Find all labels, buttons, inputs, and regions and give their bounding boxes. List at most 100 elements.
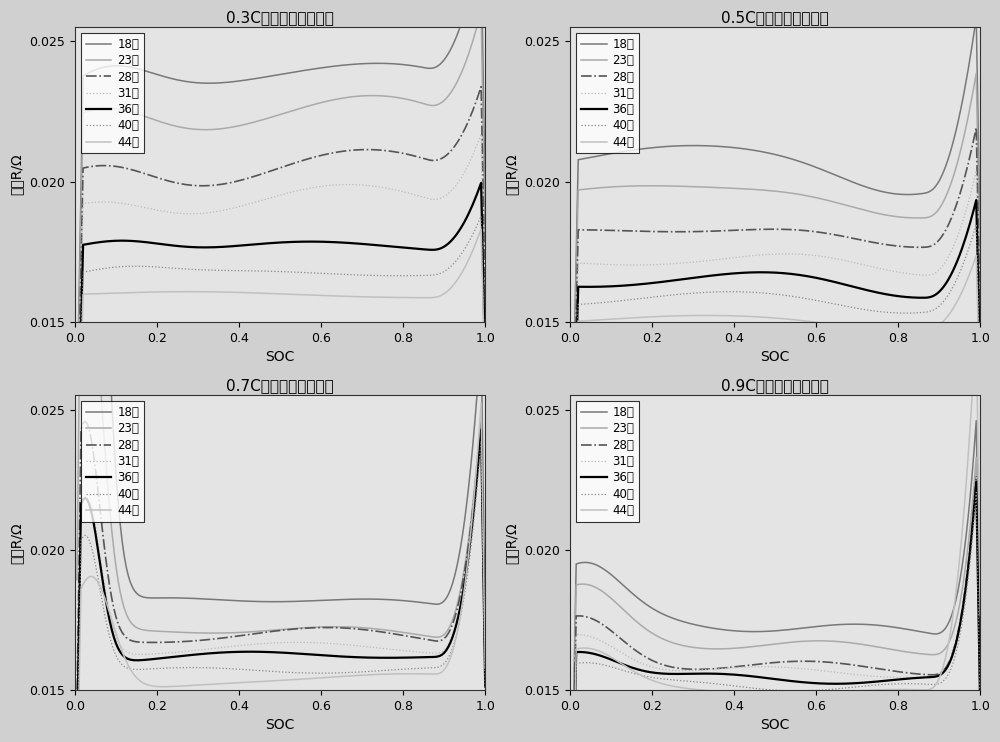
Line: 36度: 36度 [77,183,485,494]
23度 [98,426,110,435]
23度 [970,69,982,78]
44度 [71,514,83,523]
Title: 0.5C电流直流内阻曲线: 0.5C电流直流内阻曲线 [721,10,829,24]
28度 [974,322,986,331]
23度 [675,640,687,649]
23度 [71,424,83,433]
36度 [974,713,986,722]
36度 [96,569,108,578]
44度 [180,681,192,690]
44度 [147,682,159,691]
Line: 31度: 31度 [572,171,980,502]
Line: 23度: 23度 [572,73,980,467]
Legend: 18度, 23度, 28度, 31度, 36度, 40度, 44度: 18度, 23度, 28度, 31度, 36度, 40度, 44度 [576,33,639,154]
31度 [675,259,687,268]
44度 [582,316,594,325]
40度 [459,245,471,254]
28度 [87,448,99,457]
Y-axis label: 内阻R/Ω: 内阻R/Ω [505,154,519,195]
Line: 44度: 44度 [77,229,485,519]
18度 [87,66,99,75]
31度 [954,618,966,627]
44度 [954,552,966,561]
44度 [475,224,487,233]
31度 [566,498,578,507]
23度 [642,181,654,190]
40度 [475,211,487,220]
23度 [147,115,159,124]
28度 [591,226,603,234]
18度 [582,154,594,162]
40度 [642,293,654,302]
23度 [475,7,487,16]
40度 [954,631,966,640]
40度 [444,263,456,272]
18度 [939,162,951,171]
28度 [675,664,687,673]
31度 [96,561,108,570]
Title: 0.9C电流直流内阻曲线: 0.9C电流直流内阻曲线 [721,378,829,393]
X-axis label: SOC: SOC [760,350,790,364]
40度 [87,266,99,275]
31度 [939,664,951,673]
18度 [954,109,966,118]
44度 [939,654,951,663]
18度 [182,594,194,603]
Y-axis label: 内阻R/Ω: 内阻R/Ω [10,522,24,564]
44度 [87,573,99,582]
28度 [642,227,654,236]
44度 [566,528,578,536]
44度 [479,392,491,401]
36度 [970,196,982,205]
23度 [461,548,473,557]
31度 [974,351,986,360]
23度 [642,626,654,635]
31度 [970,166,982,175]
31度 [475,423,487,432]
36度 [939,280,951,289]
18度 [96,63,108,72]
28度 [479,677,491,686]
36度 [970,477,982,486]
31度 [459,168,471,177]
23度 [591,183,603,192]
36度 [147,654,159,663]
36度 [566,510,578,519]
18度 [71,406,83,415]
31度 [642,260,654,269]
44度 [96,585,108,594]
28度 [475,82,487,91]
28度 [642,654,654,663]
31度 [87,198,99,207]
28度 [71,451,83,460]
18度 [974,246,986,255]
31度 [180,209,192,218]
31度 [71,741,83,742]
44度 [87,289,99,298]
40度 [96,264,108,273]
Y-axis label: 内阻R/Ω: 内阻R/Ω [505,522,519,564]
Line: 36度: 36度 [572,200,980,515]
18度 [954,576,966,585]
36度 [444,638,456,647]
31度 [954,226,966,234]
40度 [71,503,83,512]
Legend: 18度, 23度, 28度, 31度, 36度, 40度, 44度: 18度, 23度, 28度, 31度, 36度, 40度, 44度 [576,401,639,522]
44度 [459,263,471,272]
40度 [591,659,603,668]
31度 [939,257,951,266]
40度 [582,299,594,308]
36度 [582,283,594,292]
31度 [479,681,491,690]
36度 [974,371,986,380]
36度 [87,239,99,248]
36度 [459,217,471,226]
28度 [180,180,192,189]
40度 [591,299,603,308]
28度 [582,226,594,234]
Line: 40度: 40度 [572,224,980,524]
23度 [582,184,594,193]
28度 [459,125,471,134]
28度 [954,619,966,628]
18度 [970,13,982,22]
